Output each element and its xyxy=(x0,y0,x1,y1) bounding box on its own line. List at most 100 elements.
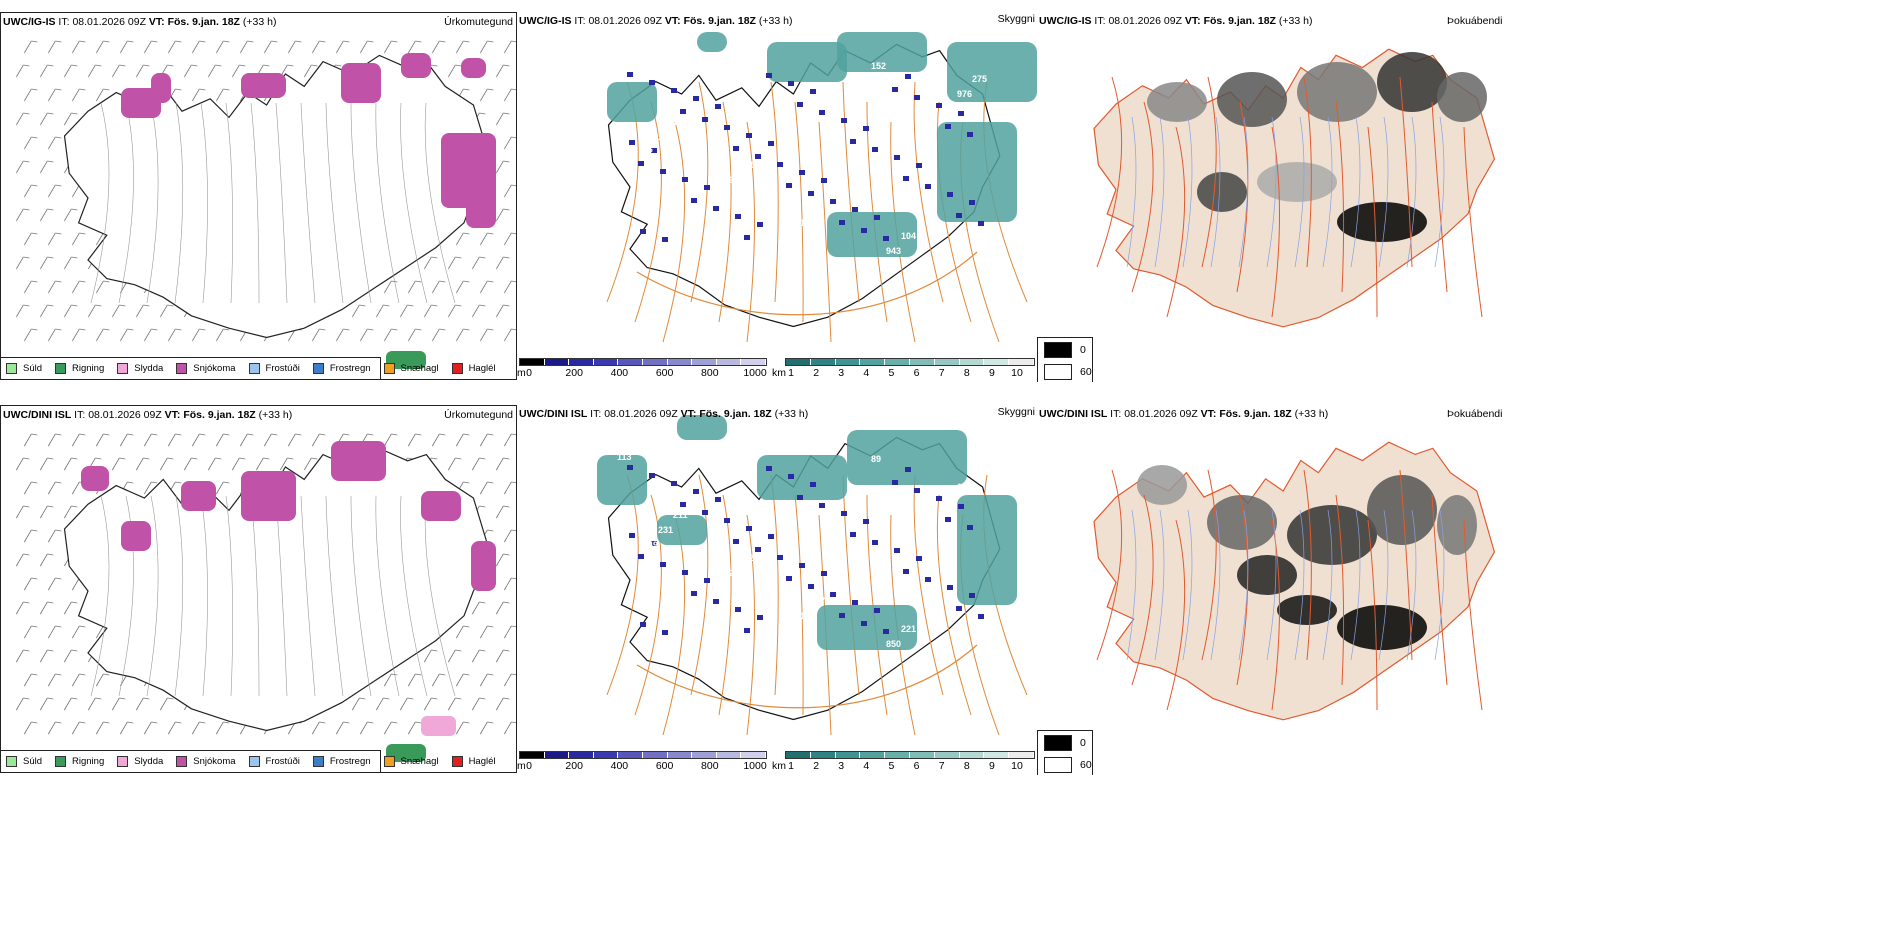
colorbar-segment xyxy=(959,359,985,365)
snowfall-area xyxy=(151,73,171,103)
wind-barb xyxy=(495,601,510,615)
wind-barb xyxy=(407,433,422,447)
wind-barb xyxy=(63,505,78,519)
legend-swatch xyxy=(176,363,188,374)
legend-swatch xyxy=(248,756,260,767)
cloud-base-label: 128 xyxy=(714,190,729,200)
wind-barb xyxy=(495,649,510,663)
low-ceiling-cell xyxy=(702,510,708,515)
tick-label: 600 xyxy=(655,367,674,379)
cloud-base-label: 183 xyxy=(957,482,972,492)
wind-barb xyxy=(23,88,38,102)
wind-barb xyxy=(23,625,38,639)
legend-swatch xyxy=(383,756,395,767)
river-line xyxy=(1350,116,1361,268)
wind-barb xyxy=(335,40,350,54)
wind-barb xyxy=(71,625,86,639)
visibility-colorbar xyxy=(785,751,1035,759)
wind-barb xyxy=(471,256,486,270)
fog-legend-label: 60 xyxy=(1080,759,1092,771)
tick-label: 800 xyxy=(701,367,719,379)
cloud-base-label: 89 xyxy=(871,454,881,464)
road-line xyxy=(1166,126,1186,318)
ring-road xyxy=(636,644,978,709)
cloud-base-label: 211 xyxy=(673,510,688,520)
tick-label: 800 xyxy=(701,760,719,772)
colorbar-segment xyxy=(810,359,836,365)
low-ceiling-cell xyxy=(638,554,644,559)
legend-item: Frostregn xyxy=(312,363,371,374)
low-ceiling-cell xyxy=(724,125,730,130)
low-ceiling-cell xyxy=(969,200,975,205)
fog-swatch-60 xyxy=(1044,757,1072,773)
low-ceiling-cell xyxy=(945,124,951,129)
wind-barb xyxy=(423,649,438,663)
low-ceiling-cell xyxy=(651,541,657,546)
colorbar-segment xyxy=(716,752,742,758)
visibility-ticks: 1 2 3 4 5 6 7 8 9 10 xyxy=(788,760,1023,774)
wind-barb xyxy=(167,40,182,54)
tick-label: 9 xyxy=(988,367,995,379)
low-ceiling-cell xyxy=(660,562,666,567)
river-line xyxy=(200,495,208,697)
low-ceiling-cell xyxy=(861,621,867,626)
wind-barb xyxy=(503,136,516,150)
colorbar-segment xyxy=(786,359,811,365)
ceiling-colorbar xyxy=(519,358,767,366)
precip-legend: Súld Rigning Slydda Snjókoma Frostúði Frostre… xyxy=(1,357,496,379)
wind-barb xyxy=(495,457,510,471)
visibility-ticks: 1 2 3 4 5 6 7 8 9 10 xyxy=(788,367,1023,381)
fog-area xyxy=(1277,595,1337,625)
low-ceiling-cell xyxy=(651,148,657,153)
snowfall-area xyxy=(181,481,216,511)
colorbar-segment xyxy=(934,752,960,758)
wind-barb xyxy=(207,457,222,471)
wind-barb xyxy=(87,64,102,78)
snowfall-area xyxy=(81,466,109,491)
legend-item: Snjókoma xyxy=(176,756,236,767)
visibility-panel-bottom: UWC/DINI ISL IT: 08.01.2026 09Z VT: Fös.… xyxy=(517,405,1037,775)
wind-barb xyxy=(63,601,78,615)
low-ceiling-cell xyxy=(640,622,646,627)
low-ceiling-cell xyxy=(662,237,668,242)
low-ceiling-cell xyxy=(662,630,668,635)
wind-barb xyxy=(383,433,398,447)
low-ceiling-cell xyxy=(914,488,920,493)
colorbar-segment xyxy=(544,359,570,365)
fog-legend-label: 0 xyxy=(1080,737,1086,749)
cloud-base-label: 864 xyxy=(688,102,703,112)
wind-barb xyxy=(47,673,62,687)
wind-barb xyxy=(447,457,462,471)
snowfall-area xyxy=(471,541,496,591)
wind-barb xyxy=(431,280,446,294)
legend-item: Rigning xyxy=(55,756,104,767)
wind-barb xyxy=(111,64,126,78)
legend-item: Slydda xyxy=(117,756,163,767)
wind-barb xyxy=(15,160,30,174)
wind-barb xyxy=(455,625,470,639)
precip-type-map xyxy=(15,433,516,762)
wind-barb xyxy=(47,88,62,102)
wind-barb xyxy=(335,328,350,342)
river-line xyxy=(225,495,233,697)
wind-barb xyxy=(39,505,54,519)
river-line xyxy=(90,495,110,697)
legend-swatch xyxy=(117,363,129,374)
tick-label: 10 xyxy=(1011,367,1023,379)
low-ceiling-cell xyxy=(808,584,814,589)
low-visibility-area xyxy=(937,122,1017,222)
wind-barb xyxy=(311,721,326,735)
tick-label: 3 xyxy=(838,760,845,772)
road-line xyxy=(634,494,662,716)
tick-label: 7 xyxy=(938,367,945,379)
fog-area xyxy=(1437,72,1487,122)
tick-label: 6 xyxy=(913,760,920,772)
wind-barb xyxy=(23,721,38,735)
wind-barb xyxy=(503,184,516,198)
wind-barb xyxy=(119,721,134,735)
tick-label: 200 xyxy=(565,367,583,379)
tick-label: 400 xyxy=(610,367,629,379)
wind-barb xyxy=(407,328,422,342)
wind-barb xyxy=(111,457,126,471)
wind-barb xyxy=(495,505,510,519)
